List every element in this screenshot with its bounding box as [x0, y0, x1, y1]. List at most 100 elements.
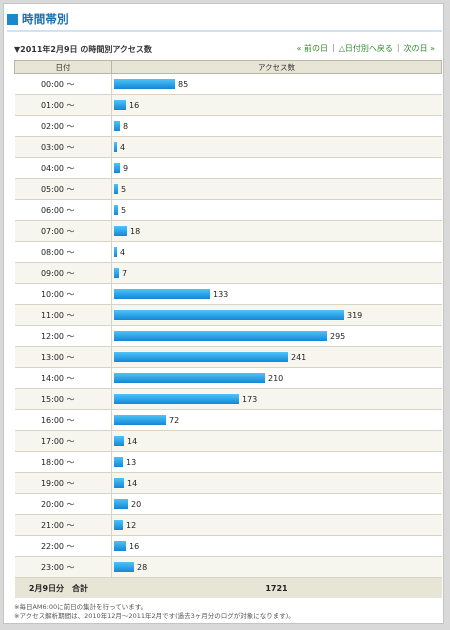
bar-container: 72	[112, 410, 442, 430]
table-row: 22:00 〜 16	[14, 535, 442, 557]
access-bar	[114, 520, 123, 530]
access-count: 14	[127, 436, 138, 446]
bar-container: 5	[112, 179, 442, 199]
access-bar	[114, 289, 210, 299]
access-count: 7	[122, 268, 128, 278]
access-bar	[114, 478, 124, 488]
access-cell: 28	[111, 556, 442, 578]
access-count: 13	[126, 457, 137, 467]
table-header-row: 日付 アクセス数	[14, 60, 442, 74]
access-count: 133	[213, 289, 229, 299]
access-cell: 4	[111, 136, 442, 158]
table-row: 21:00 〜 12	[14, 514, 442, 536]
bar-container: 4	[112, 137, 442, 157]
hour-label: 23:00 〜	[14, 556, 112, 578]
table-row: 13:00 〜 241	[14, 346, 442, 368]
access-cell: 8	[111, 115, 442, 137]
bar-container: 28	[112, 557, 442, 577]
prev-day-link[interactable]: « 前の日	[296, 44, 328, 53]
access-bar	[114, 142, 117, 152]
bar-container: 295	[112, 326, 442, 346]
table-row: 16:00 〜 72	[14, 409, 442, 431]
access-bar	[114, 394, 239, 404]
access-bar	[114, 100, 126, 110]
access-cell: 5	[111, 178, 442, 200]
hour-label: 12:00 〜	[14, 325, 112, 347]
access-count: 14	[127, 478, 138, 488]
bar-container: 173	[112, 389, 442, 409]
access-cell: 295	[111, 325, 442, 347]
table-row: 17:00 〜 14	[14, 430, 442, 452]
table-row: 07:00 〜 18	[14, 220, 442, 242]
hour-label: 00:00 〜	[14, 73, 112, 95]
table-row: 15:00 〜 173	[14, 388, 442, 410]
access-count: 18	[130, 226, 141, 236]
hour-label: 14:00 〜	[14, 367, 112, 389]
access-bar	[114, 352, 288, 362]
access-bar	[114, 373, 265, 383]
access-bar	[114, 268, 119, 278]
table-row: 05:00 〜 5	[14, 178, 442, 200]
access-count: 319	[347, 310, 363, 320]
table-row: 09:00 〜 7	[14, 262, 442, 284]
access-bar	[114, 184, 118, 194]
hour-label: 17:00 〜	[14, 430, 112, 452]
hour-label: 02:00 〜	[14, 115, 112, 137]
footnote: ※毎日AM6:00に前日の集計を行っています。	[14, 603, 148, 611]
hour-label: 03:00 〜	[14, 136, 112, 158]
access-count: 16	[129, 100, 140, 110]
next-day-link[interactable]: 次の日 »	[403, 44, 435, 53]
table-row: 00:00 〜 85	[14, 73, 442, 95]
access-count: 295	[330, 331, 346, 341]
bar-container: 14	[112, 431, 442, 451]
bar-container: 241	[112, 347, 442, 367]
access-cell: 241	[111, 346, 442, 368]
access-bar	[114, 415, 166, 425]
hour-label: 08:00 〜	[14, 241, 112, 263]
access-cell: 72	[111, 409, 442, 431]
bar-container: 319	[112, 305, 442, 325]
back-to-daily-link[interactable]: △日付別へ戻る	[338, 44, 393, 53]
table-row: 18:00 〜 13	[14, 451, 442, 473]
hour-label: 01:00 〜	[14, 94, 112, 116]
access-bar	[114, 205, 118, 215]
access-cell: 133	[111, 283, 442, 305]
table-row: 10:00 〜 133	[14, 283, 442, 305]
total-value: 1721	[111, 577, 442, 598]
table-row: 11:00 〜 319	[14, 304, 442, 326]
title-marker-icon	[7, 13, 18, 25]
access-cell: 14	[111, 430, 442, 452]
access-cell: 14	[111, 472, 442, 494]
access-cell: 9	[111, 157, 442, 179]
date-navigation: « 前の日 | △日付別へ戻る | 次の日 »	[297, 43, 435, 54]
access-count: 5	[121, 184, 127, 194]
nav-separator: |	[396, 43, 400, 52]
table-row: 06:00 〜 5	[14, 199, 442, 221]
access-bar	[114, 121, 120, 131]
table-row: 03:00 〜 4	[14, 136, 442, 158]
access-cell: 20	[111, 493, 442, 515]
hour-label: 18:00 〜	[14, 451, 112, 473]
access-count: 210	[268, 373, 284, 383]
access-cell: 319	[111, 304, 442, 326]
hour-label: 05:00 〜	[14, 178, 112, 200]
bar-container: 18	[112, 221, 442, 241]
table-row: 01:00 〜 16	[14, 94, 442, 116]
hour-label: 21:00 〜	[14, 514, 112, 536]
access-bar	[114, 562, 134, 572]
table-row: 08:00 〜 4	[14, 241, 442, 263]
hour-label: 20:00 〜	[14, 493, 112, 515]
access-bar	[114, 436, 124, 446]
access-bar	[114, 247, 117, 257]
bar-container: 14	[112, 473, 442, 493]
access-cell: 173	[111, 388, 442, 410]
bar-container: 4	[112, 242, 442, 262]
bar-container: 16	[112, 536, 442, 556]
access-count: 20	[131, 499, 142, 509]
table-row: 20:00 〜 20	[14, 493, 442, 515]
access-bar	[114, 226, 127, 236]
hour-label: 22:00 〜	[14, 535, 112, 557]
hour-label: 07:00 〜	[14, 220, 112, 242]
access-bar	[114, 541, 126, 551]
hour-label: 13:00 〜	[14, 346, 112, 368]
